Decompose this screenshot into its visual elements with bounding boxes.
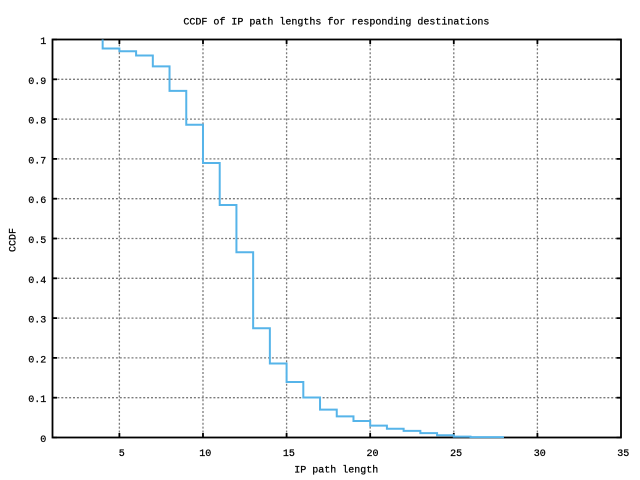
svg-text:1: 1 — [40, 37, 46, 48]
svg-text:0.9: 0.9 — [28, 77, 46, 88]
svg-text:5: 5 — [119, 449, 125, 460]
svg-text:0.8: 0.8 — [28, 117, 46, 128]
svg-text:0.5: 0.5 — [28, 236, 46, 247]
svg-text:CCDF: CCDF — [9, 228, 20, 252]
svg-text:0.2: 0.2 — [28, 355, 46, 366]
svg-text:0.6: 0.6 — [28, 196, 46, 207]
svg-text:0.4: 0.4 — [28, 276, 46, 287]
svg-text:30: 30 — [534, 449, 546, 460]
svg-text:0.7: 0.7 — [28, 156, 46, 167]
svg-text:35: 35 — [617, 449, 629, 460]
svg-text:25: 25 — [450, 449, 462, 460]
svg-text:0.3: 0.3 — [28, 316, 46, 327]
svg-text:IP path length: IP path length — [294, 465, 378, 477]
svg-text:15: 15 — [283, 449, 295, 460]
svg-text:0.1: 0.1 — [28, 395, 46, 406]
svg-text:0: 0 — [40, 435, 46, 446]
svg-text:10: 10 — [199, 449, 211, 460]
svg-text:20: 20 — [366, 449, 378, 460]
svg-text:CCDF of IP path lengths for re: CCDF of IP path lengths for responding d… — [183, 16, 489, 28]
